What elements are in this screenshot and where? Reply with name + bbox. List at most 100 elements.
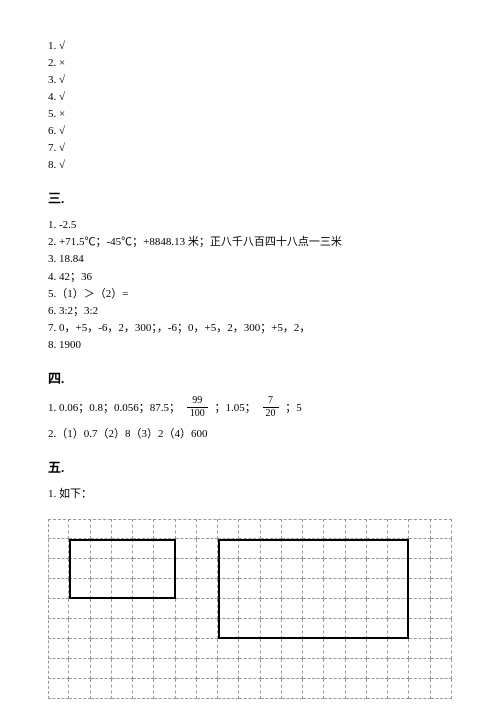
rectangle-small (69, 539, 175, 599)
section-2-item: 5. × (48, 106, 452, 123)
grid-cell (346, 659, 367, 679)
grid-cell (91, 619, 112, 639)
rectangle-large (218, 539, 409, 639)
grid-cell (346, 639, 367, 659)
fraction-1-den: 100 (187, 408, 208, 419)
fraction-2-num: 7 (263, 396, 279, 408)
grid-cell (69, 639, 90, 659)
fraction-2-den: 20 (263, 408, 279, 419)
grid-cell (69, 619, 90, 639)
section-3-item: 1. -2.5 (48, 217, 452, 234)
grid-cell (176, 519, 197, 539)
grid-cell (91, 519, 112, 539)
grid-cell (431, 679, 452, 699)
grid-cell (69, 599, 90, 619)
section-3-item: 4. 42；36 (48, 269, 452, 286)
grid-cell (388, 639, 409, 659)
grid-cell (91, 599, 112, 619)
grid-cell (431, 619, 452, 639)
grid-cell (133, 519, 154, 539)
section-2-item: 4. √ (48, 89, 452, 106)
section-3-item: 8. 1900 (48, 337, 452, 354)
grid-cell (431, 579, 452, 599)
grid-cell (261, 659, 282, 679)
grid-cell (218, 659, 239, 679)
grid-cell (409, 559, 430, 579)
section-3-item: 7. 0，+5，-6，2，300；，-6；0，+5，2，300；+5，2， (48, 320, 452, 337)
grid-cell (324, 519, 345, 539)
grid-cell (239, 639, 260, 659)
grid-cell (324, 679, 345, 699)
grid-cell (431, 599, 452, 619)
grid-cell (176, 619, 197, 639)
grid-cell (48, 539, 69, 559)
grid-cell (282, 639, 303, 659)
grid-cell (431, 559, 452, 579)
section-2-item: 2. × (48, 55, 452, 72)
grid-cell (176, 579, 197, 599)
fraction-1-num: 99 (187, 396, 208, 408)
grid-cell (282, 519, 303, 539)
grid-cell (388, 679, 409, 699)
grid-cell (409, 619, 430, 639)
grid-cell (197, 639, 218, 659)
fraction-1: 99 100 (187, 396, 208, 419)
grid-cell (303, 519, 324, 539)
grid-cell (154, 519, 175, 539)
grid-cell (367, 519, 388, 539)
grid-cell (154, 619, 175, 639)
section-4-line-1: 1. 0.06；0.8；0.056；87.5； 99 100 ；1.05； 7 … (48, 397, 452, 420)
grid-cell (112, 659, 133, 679)
grid-cell (154, 599, 175, 619)
grid-cell (48, 659, 69, 679)
grid-cell (409, 639, 430, 659)
section-5-line-1: 1. 如下： (48, 486, 452, 503)
fraction-2: 7 20 (263, 396, 279, 419)
grid-cell (324, 639, 345, 659)
grid-cell (346, 519, 367, 539)
grid-cell (197, 679, 218, 699)
grid-cell (239, 659, 260, 679)
s4-l1-mid: ；1.05； (215, 402, 256, 414)
grid-cell (69, 659, 90, 679)
grid-cell (261, 679, 282, 699)
grid-cell (197, 519, 218, 539)
grid-cell (133, 639, 154, 659)
grid-cell (431, 539, 452, 559)
grid-cell (112, 639, 133, 659)
grid-cell (91, 679, 112, 699)
grid-cell (303, 659, 324, 679)
grid-cell (176, 639, 197, 659)
grid-cell (303, 639, 324, 659)
grid-cell (218, 519, 239, 539)
grid-cell (48, 619, 69, 639)
grid-cell (91, 639, 112, 659)
grid-cell (367, 639, 388, 659)
grid-cell (303, 679, 324, 699)
section-4-line-2: 2.（1）0.7（2）8（3）2（4）600 (48, 426, 452, 443)
grid-cell (239, 519, 260, 539)
grid-cell (197, 619, 218, 639)
grid-cell (176, 679, 197, 699)
grid-cell (69, 519, 90, 539)
grid-cell (112, 619, 133, 639)
grid-cell (197, 599, 218, 619)
grid-cell (431, 639, 452, 659)
grid-cell (133, 599, 154, 619)
grid-cell (367, 659, 388, 679)
grid-cell (367, 679, 388, 699)
section-3-item: 5.（1）＞（2）= (48, 286, 452, 303)
grid-cell (409, 659, 430, 679)
grid-cell (112, 599, 133, 619)
grid-cell (197, 539, 218, 559)
section-3-item: 6. 3:2；3:2 (48, 303, 452, 320)
section-3-item: 3. 18.84 (48, 251, 452, 268)
grid-cell (409, 539, 430, 559)
grid-cell (197, 659, 218, 679)
grid-cell (91, 659, 112, 679)
grid-cell (431, 659, 452, 679)
grid-cell (48, 679, 69, 699)
grid-cell (282, 659, 303, 679)
grid-cell (282, 679, 303, 699)
grid-cell (324, 659, 345, 679)
